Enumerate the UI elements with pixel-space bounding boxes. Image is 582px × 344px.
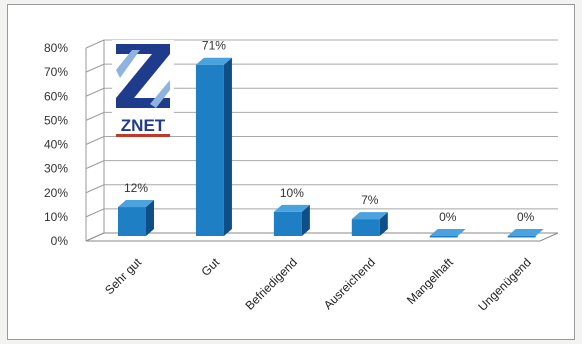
bar-top — [195, 57, 232, 65]
category-label: Sehr gut — [102, 255, 144, 297]
bar-front — [507, 236, 536, 238]
bar-front — [351, 219, 380, 236]
bar — [351, 212, 388, 236]
data-labels: 12% 71% 10% 7% 0% 0% — [124, 39, 535, 224]
grid-depth-line — [85, 208, 105, 218]
bars — [118, 57, 544, 238]
bar-front — [118, 207, 146, 236]
bar-top — [118, 200, 154, 208]
data-label: 7% — [361, 193, 379, 207]
bar — [118, 200, 154, 236]
y-tick-label: 80% — [44, 41, 68, 55]
grid-depth-line — [85, 136, 105, 145]
grid-depth-line — [85, 184, 105, 194]
y-tick-label: 10% — [44, 210, 68, 224]
chart-frame — [7, 4, 575, 340]
grid-depth-line — [85, 87, 105, 97]
bar — [429, 229, 466, 238]
category-label: Ausreichend — [321, 255, 378, 312]
bar-front — [429, 236, 458, 238]
bar-top — [351, 212, 388, 220]
y-tick-label: 0% — [51, 234, 69, 248]
bar-front — [273, 211, 302, 236]
data-label: 0% — [517, 210, 535, 224]
grid-depth-line — [85, 39, 105, 49]
category-labels: Sehr gut Gut Befriedigend Ausreichend Mangel… — [102, 255, 534, 314]
znet-logo: ZNET — [112, 40, 174, 137]
bar — [195, 57, 232, 237]
y-tick-label: 40% — [44, 138, 68, 152]
grid-depth-line — [85, 160, 105, 170]
bar-side — [146, 200, 154, 236]
y-tick-label: 60% — [44, 89, 68, 103]
bar-side — [301, 204, 310, 236]
y-tick-label: 70% — [44, 65, 68, 79]
data-label: 0% — [439, 210, 457, 224]
y-axis-ticks: 0% 10% 20% 30% 40% 50% 60% 70% 80% — [44, 41, 68, 248]
bar-top — [507, 229, 544, 236]
data-label: 71% — [202, 39, 226, 53]
data-label: 10% — [280, 186, 304, 200]
bar-top — [273, 204, 310, 212]
bar-top — [429, 229, 466, 236]
bar-side — [379, 212, 388, 236]
logo-text: ZNET — [121, 116, 166, 135]
chart-floor — [85, 232, 559, 242]
bar-front — [195, 64, 224, 237]
y-tick-label: 30% — [44, 162, 68, 176]
category-label: Ungenügend — [475, 255, 534, 314]
y-tick-label: 20% — [44, 186, 68, 200]
bar — [273, 204, 310, 236]
category-label: Gut — [198, 255, 222, 279]
data-label: 12% — [124, 181, 148, 195]
grid-depth-line — [85, 111, 105, 121]
bar-side — [223, 57, 232, 237]
bar — [507, 229, 544, 238]
grid-depth-line — [85, 63, 105, 73]
y-tick-label: 50% — [44, 113, 68, 127]
category-label: Mangelhaft — [404, 255, 456, 307]
category-label: Befriedigend — [242, 255, 300, 313]
